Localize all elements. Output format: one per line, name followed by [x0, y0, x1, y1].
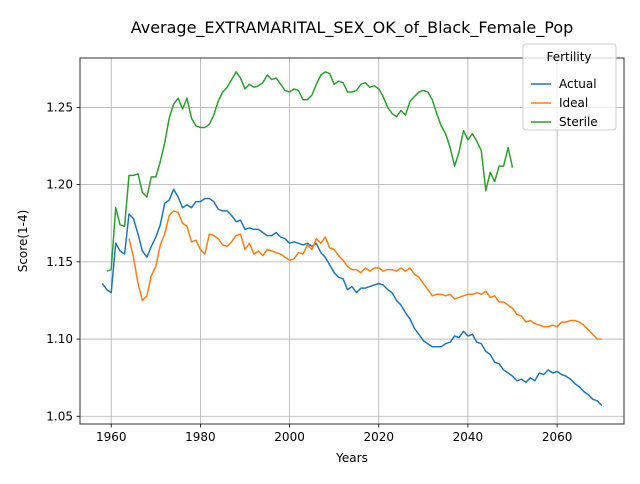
- y-tick-label: 1.25: [46, 100, 73, 114]
- plot-area-frame: [79, 57, 625, 425]
- x-tick-label: 2020: [363, 430, 394, 444]
- y-tick-label: 1.20: [46, 178, 73, 192]
- series-line-sterile: [106, 71, 514, 272]
- series-line-ideal: [128, 210, 602, 340]
- x-tick-label: 1980: [185, 430, 216, 444]
- y-tick-label: 1.05: [46, 409, 73, 423]
- x-tick-label: 2040: [453, 430, 484, 444]
- legend-label-actual: Actual: [559, 77, 597, 91]
- legend-label-sterile: Sterile: [559, 115, 598, 129]
- x-axis-label: Years: [335, 451, 368, 465]
- y-axis-ticks: 1.05 1.10 1.15 1.20 1.25: [46, 100, 80, 423]
- y-axis-label: Score(1-4): [16, 210, 30, 273]
- legend-label-ideal: Ideal: [559, 96, 588, 110]
- legend-entries: Actual Ideal Sterile: [531, 77, 598, 129]
- x-tick-label: 2060: [542, 430, 573, 444]
- x-tick-label: 1960: [96, 430, 127, 444]
- legend: Fertility Actual Ideal Sterile: [522, 43, 617, 131]
- y-tick-label: 1.10: [46, 332, 73, 346]
- y-tick-label: 1.15: [46, 255, 73, 269]
- legend-title: Fertility: [546, 50, 591, 64]
- chart-title: Average_EXTRAMARITAL_SEX_OK_of_Black_Fem…: [131, 18, 574, 38]
- series-lines: [101, 71, 603, 407]
- x-tick-label: 2000: [274, 430, 305, 444]
- x-axis-ticks: 1960 1980 2000 2020 2040 2060: [96, 424, 572, 444]
- legend-box: [522, 43, 617, 131]
- series-line-actual: [101, 188, 603, 407]
